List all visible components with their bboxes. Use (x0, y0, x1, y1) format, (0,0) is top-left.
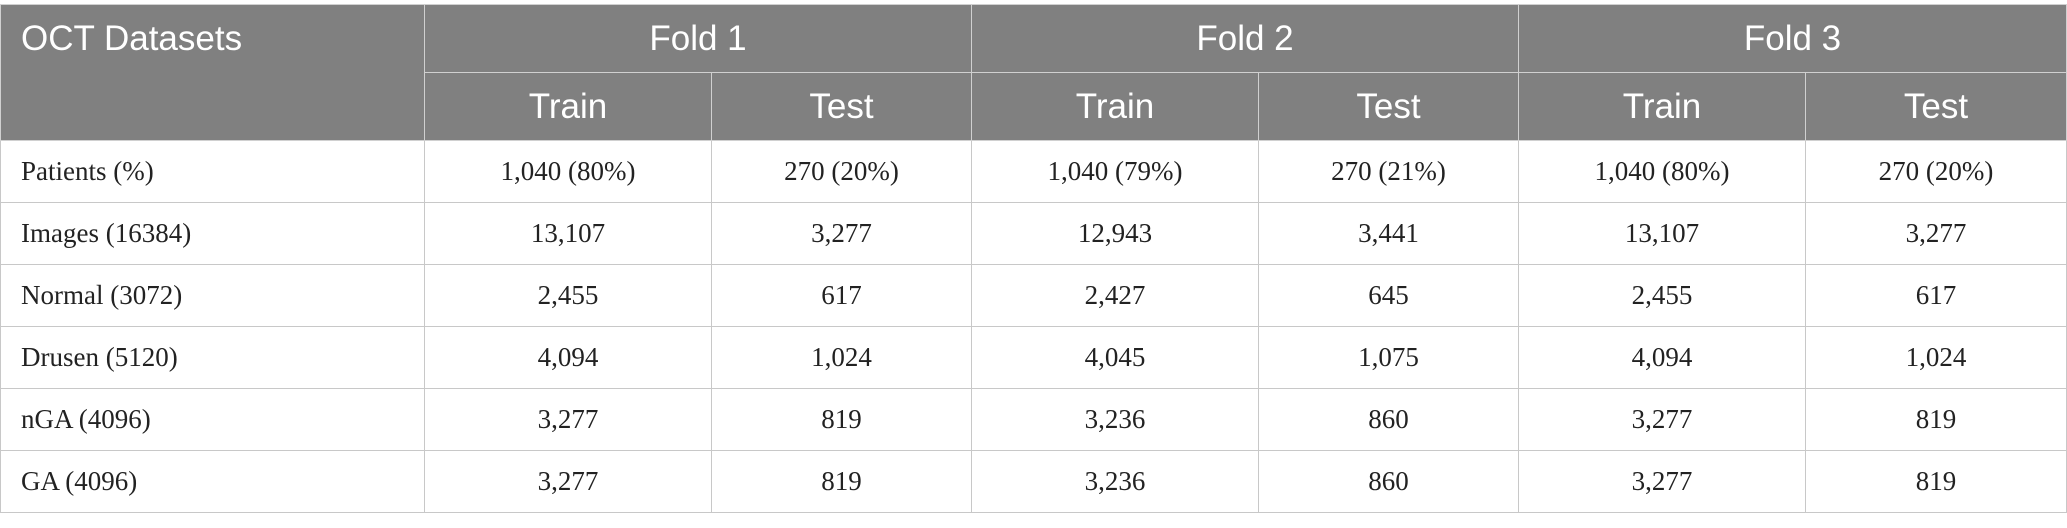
table-cell: 1,040 (79%) (971, 140, 1259, 203)
table-row: Drusen (5120) 4,094 1,024 4,045 1,075 4,… (0, 326, 2067, 389)
table-cell: 3,277 (711, 202, 972, 265)
table-cell: 1,024 (1805, 326, 2067, 389)
table-cell: 2,455 (424, 264, 712, 327)
table-cell: 1,075 (1258, 326, 1519, 389)
table-cell: 3,277 (1518, 388, 1806, 451)
fold-header-2: Fold 2 (971, 4, 1519, 73)
table-cell: 3,277 (1805, 202, 2067, 265)
table-cell: 1,040 (80%) (424, 140, 712, 203)
split-header-train: Train (971, 72, 1259, 141)
table-cell: 617 (711, 264, 972, 327)
table-cell: 270 (20%) (711, 140, 972, 203)
table-row: Images (16384) 13,107 3,277 12,943 3,441… (0, 202, 2067, 265)
split-header-row: Train Test Train Test Train Test (1, 72, 2067, 141)
row-label: nGA (4096) (0, 388, 425, 451)
table-row: Patients (%) 1,040 (80%) 270 (20%) 1,040… (0, 140, 2067, 203)
split-header-test: Test (711, 72, 972, 141)
table-cell: 2,427 (971, 264, 1259, 327)
table-cell: 4,094 (1518, 326, 1806, 389)
table-header: OCT Datasets Fold 1 Fold 2 Fold 3 Train … (0, 4, 2067, 141)
row-label: Drusen (5120) (0, 326, 425, 389)
table-cell: 270 (21%) (1258, 140, 1519, 203)
split-header-test: Test (1805, 72, 2067, 141)
table-cell: 4,094 (424, 326, 712, 389)
table-cell: 819 (711, 388, 972, 451)
row-label: GA (4096) (0, 450, 425, 513)
row-label: Patients (%) (0, 140, 425, 203)
table-cell: 3,277 (1518, 450, 1806, 513)
table-cell: 3,236 (971, 450, 1259, 513)
table-cell: 13,107 (424, 202, 712, 265)
table-cell: 1,024 (711, 326, 972, 389)
corner-header: OCT Datasets (0, 4, 425, 141)
row-label: Normal (3072) (0, 264, 425, 327)
table-cell: 2,455 (1518, 264, 1806, 327)
table-body: Patients (%) 1,040 (80%) 270 (20%) 1,040… (0, 140, 2067, 513)
table-row: GA (4096) 3,277 819 3,236 860 3,277 819 (0, 450, 2067, 513)
table-cell: 819 (1805, 388, 2067, 451)
table-cell: 12,943 (971, 202, 1259, 265)
table-cell: 1,040 (80%) (1518, 140, 1806, 203)
fold-header-1: Fold 1 (424, 4, 972, 73)
table-cell: 617 (1805, 264, 2067, 327)
split-header-train: Train (424, 72, 712, 141)
table-cell: 819 (1805, 450, 2067, 513)
table-cell: 270 (20%) (1805, 140, 2067, 203)
table-cell: 4,045 (971, 326, 1259, 389)
table-cell: 13,107 (1518, 202, 1806, 265)
split-header-train: Train (1518, 72, 1806, 141)
table-cell: 3,441 (1258, 202, 1519, 265)
oct-datasets-table: OCT Datasets Fold 1 Fold 2 Fold 3 Train … (0, 4, 2067, 513)
split-header-test: Test (1258, 72, 1519, 141)
table-cell: 3,277 (424, 450, 712, 513)
row-label: Images (16384) (0, 202, 425, 265)
table-cell: 3,236 (971, 388, 1259, 451)
table-cell: 860 (1258, 450, 1519, 513)
table-cell: 3,277 (424, 388, 712, 451)
table-row: nGA (4096) 3,277 819 3,236 860 3,277 819 (0, 388, 2067, 451)
table-cell: 645 (1258, 264, 1519, 327)
fold-header-row: OCT Datasets Fold 1 Fold 2 Fold 3 (0, 4, 2067, 141)
table-cell: 860 (1258, 388, 1519, 451)
fold-header-3: Fold 3 (1518, 4, 2067, 73)
table-row: Normal (3072) 2,455 617 2,427 645 2,455 … (0, 264, 2067, 327)
table-cell: 819 (711, 450, 972, 513)
